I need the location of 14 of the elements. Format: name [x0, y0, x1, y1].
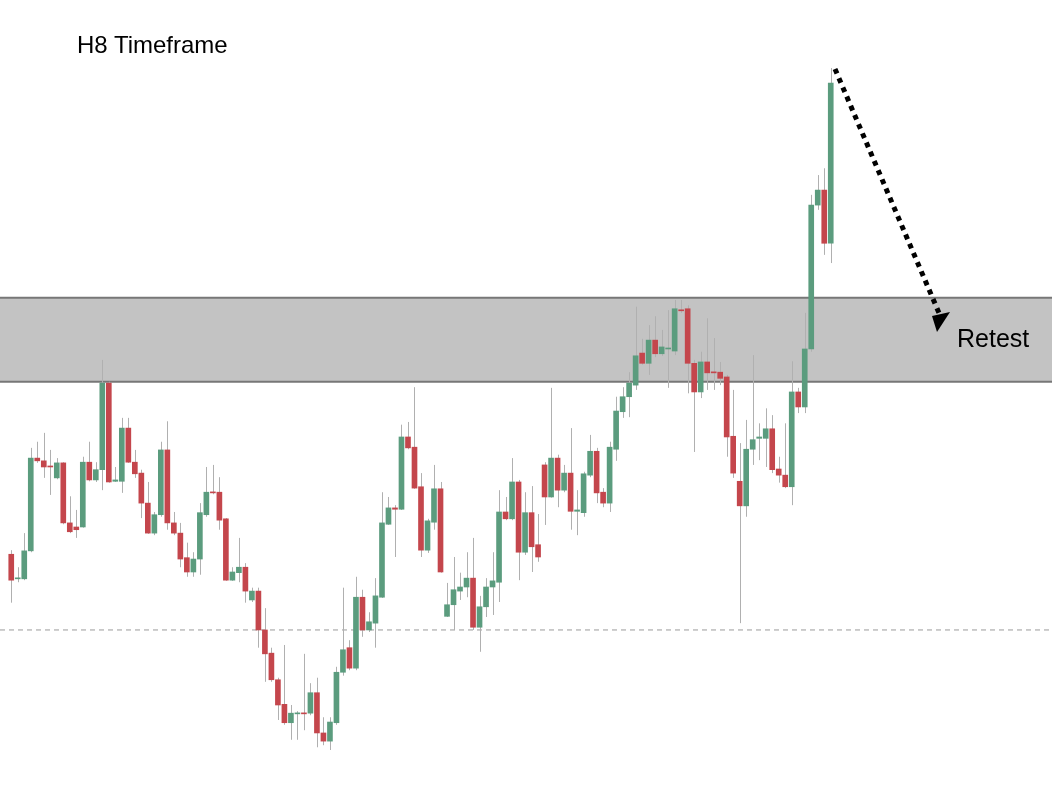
- candlestick: [652, 315, 658, 358]
- candlestick: [307, 682, 314, 716]
- candlestick: [782, 422, 789, 489]
- chart-title: H8 Timeframe: [77, 31, 228, 59]
- candlestick: [639, 338, 645, 366]
- candlestick: [561, 464, 567, 493]
- text: Retest: [957, 324, 1030, 353]
- candlestick: [53, 457, 60, 480]
- candlestick: [392, 504, 398, 558]
- candlestick: [171, 511, 177, 536]
- candlestick: [795, 387, 802, 414]
- candlestick: [34, 441, 41, 464]
- candlestick: [86, 441, 93, 482]
- candlestick: [814, 174, 821, 211]
